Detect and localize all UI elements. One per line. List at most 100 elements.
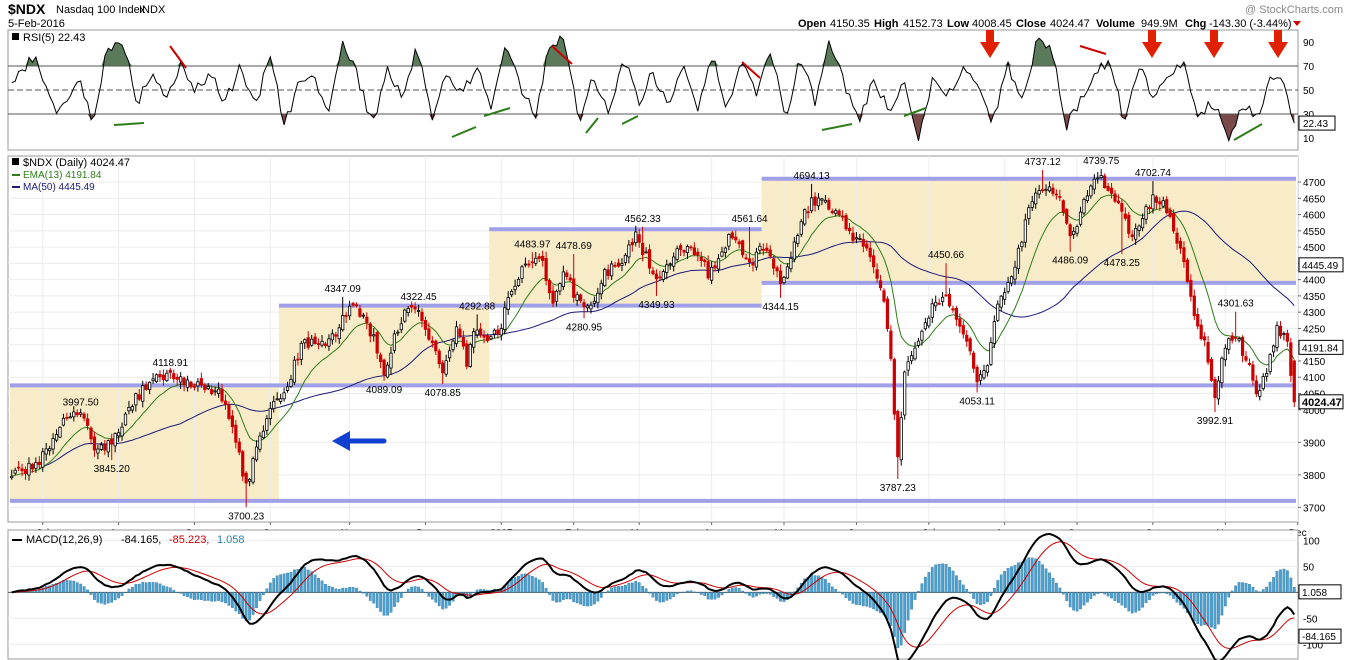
- rsi-line: [11, 35, 1295, 143]
- candle: [41, 447, 45, 472]
- macd-hist-bar: [706, 592, 710, 600]
- candle: [1199, 319, 1203, 341]
- candle: [1151, 181, 1155, 214]
- candle-body: [206, 386, 210, 390]
- macd-hist-bar: [668, 592, 672, 600]
- candle: [1116, 194, 1121, 205]
- candle-body: [110, 438, 114, 445]
- price-annotation: 4702.74: [1135, 168, 1172, 179]
- candle: [941, 291, 945, 307]
- price-annotation: 4089.09: [366, 385, 403, 396]
- candle-body: [134, 393, 138, 406]
- macd-hist-bar: [917, 591, 920, 593]
- macd-hist-bar: [355, 587, 358, 593]
- macd-hist-bar: [593, 592, 596, 605]
- macd-hist-bar: [1151, 592, 1155, 596]
- candle: [923, 317, 927, 331]
- price-y-tick-label: 4700: [1303, 178, 1326, 189]
- candle-body: [947, 293, 952, 307]
- candle-body: [1082, 199, 1086, 214]
- candle-body: [954, 308, 959, 320]
- macd-hist-bar: [79, 583, 83, 593]
- candle-body: [279, 398, 283, 402]
- candle-body: [710, 266, 714, 281]
- candle: [447, 346, 452, 362]
- close-label: Close: [1016, 18, 1046, 30]
- macd-hist-bar: [296, 569, 300, 593]
- candle: [410, 301, 414, 313]
- macd-hist-bar: [617, 586, 620, 593]
- candle: [575, 291, 579, 306]
- candle: [499, 323, 503, 341]
- candle-body: [1209, 358, 1214, 381]
- candle-body: [868, 247, 872, 258]
- rsi-y-tick-label: 70: [1303, 62, 1315, 73]
- candle: [120, 422, 124, 441]
- price-y-tick-label: 4400: [1303, 276, 1326, 287]
- macd-hist-bar: [217, 592, 220, 601]
- candle: [434, 339, 438, 356]
- candle-body: [513, 285, 517, 291]
- candle: [54, 429, 59, 443]
- candle-body: [692, 247, 696, 255]
- candle: [427, 322, 431, 341]
- candle: [1078, 206, 1083, 227]
- macd-hist-bar: [786, 592, 789, 600]
- candle-body: [1213, 378, 1217, 399]
- candle: [382, 358, 386, 381]
- consolidation-zone-4: [761, 178, 1296, 283]
- candle: [861, 233, 865, 253]
- candle-body: [148, 381, 152, 391]
- macd-hist-bar: [1030, 557, 1034, 593]
- macd-hist-bar: [117, 592, 120, 599]
- candle: [334, 331, 338, 343]
- macd-hist-bar: [920, 583, 924, 593]
- candle-body: [837, 210, 841, 216]
- candle-body: [344, 314, 348, 317]
- candle: [416, 304, 421, 317]
- candle-body: [672, 256, 676, 267]
- macd-hist-bar: [934, 564, 938, 593]
- candle: [206, 383, 210, 391]
- candle: [589, 301, 593, 314]
- rsi-trendline: [821, 123, 853, 131]
- candle: [1120, 199, 1124, 255]
- macd-hist-bar: [34, 589, 38, 593]
- candle-body: [230, 415, 234, 428]
- candle-body: [975, 366, 979, 383]
- candle-body: [465, 343, 469, 367]
- candle: [1171, 209, 1176, 234]
- candle-body: [68, 416, 72, 419]
- candle: [1185, 257, 1190, 284]
- candle: [730, 230, 734, 240]
- candle-body: [65, 416, 69, 419]
- candle: [992, 315, 996, 349]
- candle-body: [785, 266, 790, 279]
- macd-hist-bar: [703, 592, 707, 596]
- macd-hist-bar: [637, 582, 641, 593]
- candle-body: [337, 327, 341, 340]
- candle: [423, 316, 428, 336]
- candle: [1278, 321, 1283, 339]
- candle: [1254, 375, 1258, 398]
- candle-body: [734, 236, 738, 241]
- candle: [1134, 223, 1138, 246]
- macd-hist-bar: [751, 592, 755, 598]
- candle-body: [889, 330, 893, 359]
- candle-body: [772, 258, 776, 269]
- macd-hist-bar: [106, 592, 110, 604]
- candle: [672, 252, 676, 272]
- candle-body: [547, 280, 552, 294]
- macd-hist-bar: [430, 592, 434, 600]
- candle-body: [182, 377, 186, 386]
- macd-hist-bar: [941, 563, 944, 593]
- price-value-label: 4191.84: [1302, 343, 1339, 354]
- macd-hist-bar: [62, 580, 65, 593]
- macd-hist-bar: [727, 589, 731, 593]
- candle: [1230, 332, 1234, 344]
- candle: [254, 440, 259, 462]
- candle: [1099, 169, 1103, 180]
- macd-hist-bar: [524, 573, 527, 593]
- candle-body: [1103, 175, 1107, 189]
- candle: [1247, 358, 1252, 367]
